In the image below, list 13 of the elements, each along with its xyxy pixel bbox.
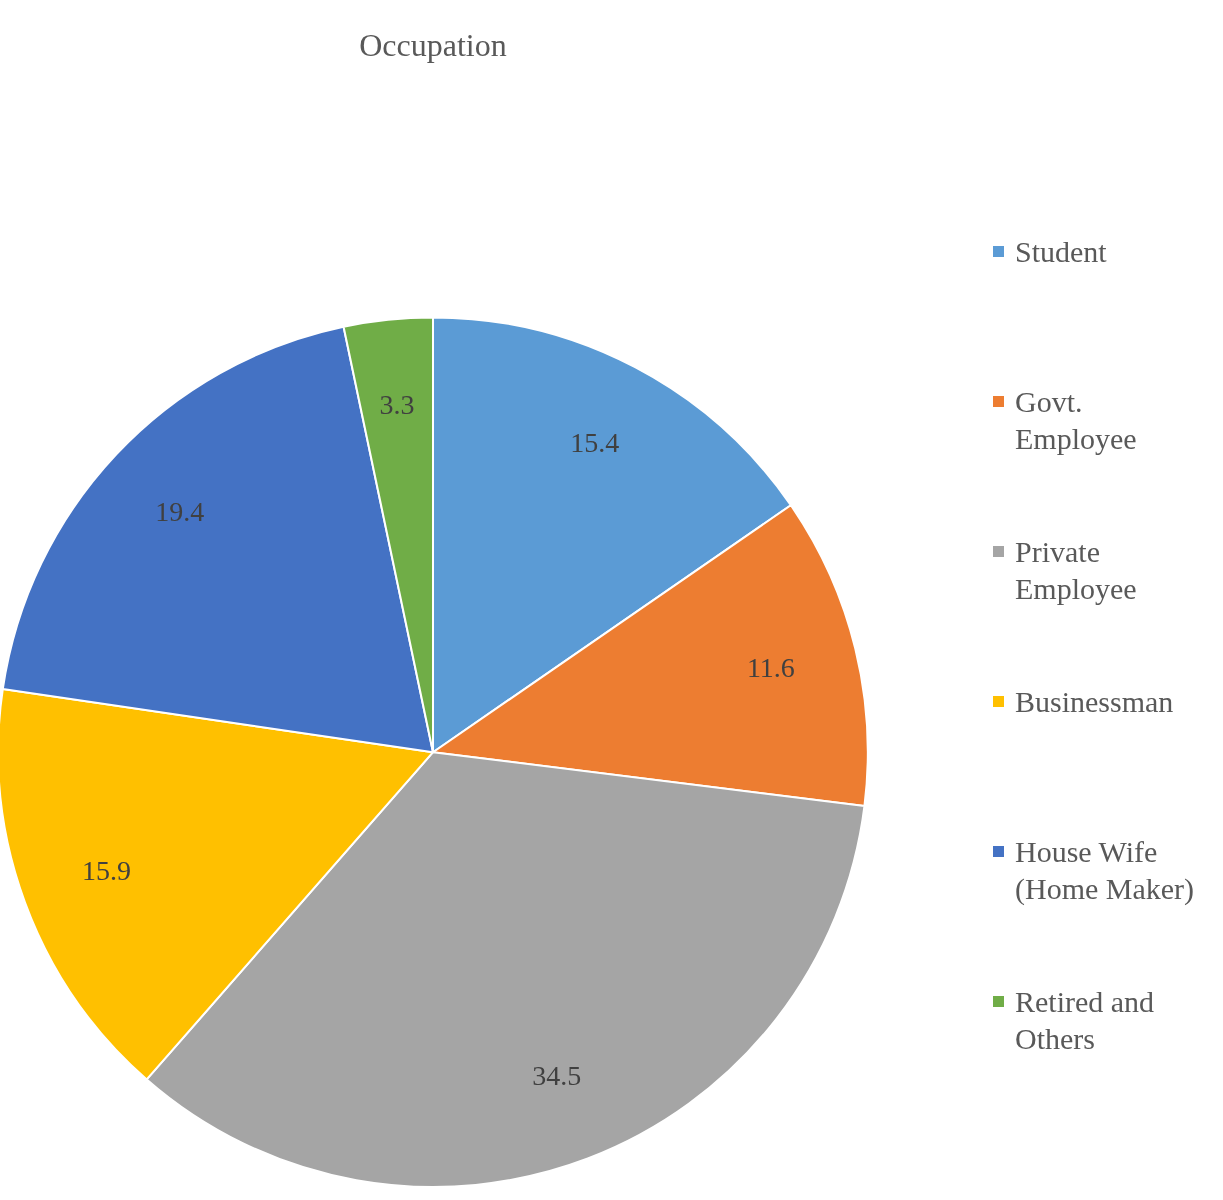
chart-title: Occupation: [359, 26, 507, 63]
legend-label: Govt. Employee: [1015, 384, 1138, 457]
data-label: 3.3: [379, 388, 415, 420]
legend-label: Private Employee: [1015, 534, 1138, 607]
legend-label: Retired and Others: [1015, 984, 1156, 1057]
legend-label: House Wife (Home Maker): [1015, 834, 1196, 907]
legend-label: Student: [1015, 234, 1107, 270]
data-label: 11.6: [746, 651, 795, 683]
data-label: 19.4: [155, 496, 205, 528]
data-label: 15.9: [82, 854, 132, 886]
data-label: 15.4: [570, 426, 620, 458]
legend-label: Businessman: [1015, 684, 1174, 720]
data-label: 34.5: [532, 1059, 582, 1091]
